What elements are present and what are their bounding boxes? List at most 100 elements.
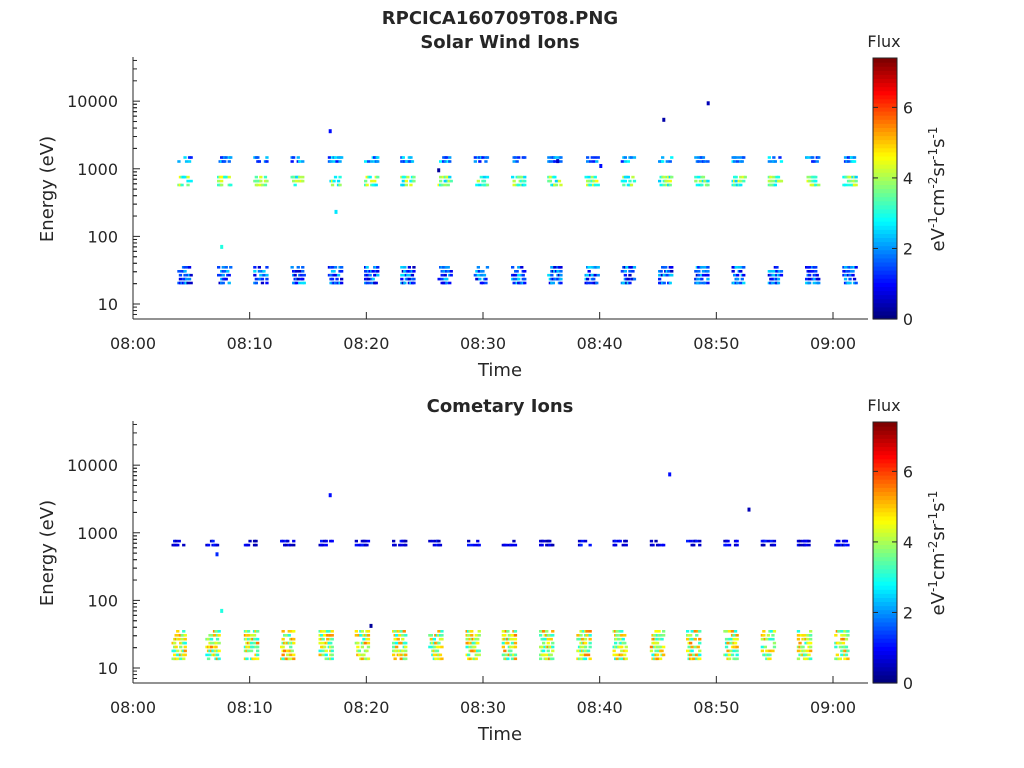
flux-cell (665, 273, 669, 277)
flux-cell (690, 637, 694, 641)
flux-cell (183, 637, 187, 641)
flux-cell (623, 653, 627, 657)
flux-cell (733, 641, 738, 645)
flux-cell (585, 634, 589, 637)
flux-cell (510, 543, 515, 547)
flux-cell (265, 273, 269, 277)
flux-cell (178, 273, 183, 277)
flux-cell (474, 657, 478, 661)
flux-cell (403, 175, 407, 179)
flux-cell (513, 641, 518, 645)
flux-cell (260, 183, 265, 187)
x-tick-label: 09:00 (810, 698, 856, 717)
flux-cell (440, 630, 444, 633)
flux-cell (556, 270, 560, 273)
x-tick-label: 08:10 (227, 334, 273, 353)
flux-cell (403, 266, 407, 269)
colorbar-swatch (873, 650, 897, 656)
flux-cell (301, 160, 305, 163)
flux-cell (439, 160, 443, 163)
flux-cell (586, 273, 590, 277)
colorbar: 0 2 4 6 (872, 421, 913, 693)
flux-point (662, 117, 666, 122)
colorbar-swatch (873, 135, 897, 141)
flux-cell (360, 630, 364, 633)
colorbar-swatch (873, 540, 897, 545)
flux-cell (176, 543, 180, 547)
colorbar-swatch (873, 646, 897, 651)
flux-cell (668, 179, 672, 183)
colorbar-swatch (873, 491, 897, 497)
flux-cell (473, 543, 477, 547)
flux-cell (670, 273, 674, 277)
flux-cell (227, 175, 231, 179)
flux-cell (324, 653, 328, 657)
flux-cell (485, 175, 490, 179)
flux-cell (586, 160, 590, 163)
flux-cell (470, 630, 474, 633)
flux-cell (809, 645, 813, 649)
flux-cell (559, 277, 563, 281)
flux-cell (695, 539, 699, 543)
flux-cell (189, 273, 193, 277)
flux-cell (692, 543, 696, 547)
flux-cell (265, 156, 269, 159)
flux-cell (189, 156, 193, 159)
flux-cell (724, 630, 729, 633)
flux-cell (476, 637, 480, 641)
flux-cell (580, 637, 585, 641)
flux-cell (227, 160, 231, 163)
flux-cell (849, 266, 854, 269)
flux-cell (579, 645, 583, 649)
flux-point (328, 493, 332, 498)
flux-cell (256, 183, 260, 187)
x-tick-label: 08:30 (460, 698, 506, 717)
colorbar-swatch (873, 274, 897, 279)
flux-cell (404, 649, 408, 653)
flux-cell (356, 641, 360, 645)
flux-cell (698, 281, 702, 285)
flux-cell (698, 179, 702, 183)
flux-cell (392, 539, 396, 543)
flux-cell (406, 273, 410, 277)
flux-point (220, 608, 224, 613)
flux-cell (177, 160, 181, 163)
flux-cell (778, 156, 782, 159)
flux-cell (321, 653, 325, 657)
colorbar-swatch (873, 298, 897, 304)
flux-cell (665, 179, 669, 183)
flux-cell (772, 645, 777, 649)
flux-cell (632, 266, 637, 269)
flux-cell (811, 156, 815, 159)
flux-cell (511, 175, 515, 179)
flux-cell (743, 175, 747, 179)
flux-cell (365, 649, 369, 653)
colorbar-swatch (873, 168, 897, 173)
flux-cell (254, 543, 258, 547)
flux-cell (838, 645, 842, 649)
flux-cell (523, 277, 527, 281)
flux-cell (595, 160, 599, 163)
flux-cell (484, 160, 488, 163)
flux-cell (221, 273, 225, 277)
flux-cell (295, 281, 299, 285)
flux-cell (595, 179, 599, 183)
colorbar-swatch (873, 253, 897, 259)
flux-cell (484, 281, 488, 285)
flux-cell (706, 183, 710, 187)
flux-cell (612, 653, 616, 657)
flux-cell (614, 543, 618, 547)
flux-cell (843, 273, 848, 277)
colorbar-swatch (873, 159, 897, 165)
flux-cell (766, 634, 770, 637)
flux-cell (670, 270, 674, 273)
flux-cell (209, 645, 214, 649)
flux-cell (768, 653, 772, 657)
flux-cell (296, 277, 300, 281)
flux-cell (841, 637, 846, 641)
flux-cell (767, 156, 771, 159)
flux-cell (448, 160, 452, 163)
panel-title: Solar Wind Ions (420, 32, 579, 53)
colorbar-tick-label: 2 (903, 603, 913, 622)
colorbar-swatch (873, 302, 897, 308)
